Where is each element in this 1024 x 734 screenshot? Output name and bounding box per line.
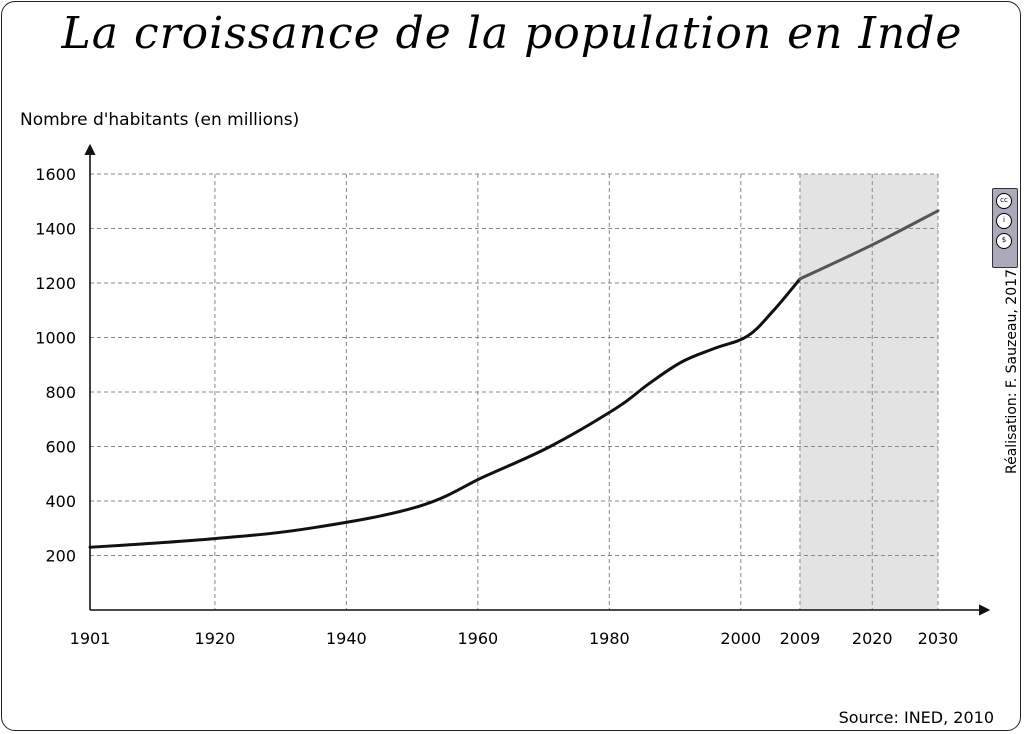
x-tick-label: 1940 [326, 629, 367, 648]
y-tick-label: 1600 [35, 165, 76, 184]
y-tick-label: 1000 [35, 329, 76, 348]
x-tick-label: 1960 [457, 629, 498, 648]
cc-by-nc-icon: cc i $ [992, 188, 1018, 268]
y-tick-label: 400 [45, 492, 76, 511]
chart-title: La croissance de la population en Inde [61, 8, 963, 59]
x-tick-label: 2009 [780, 629, 821, 648]
cc-circle-icon: cc [996, 193, 1012, 209]
x-tick-label: 1920 [195, 629, 236, 648]
x-tick-label: 1980 [589, 629, 630, 648]
population-line-projection [798, 209, 940, 281]
x-tick-label: 2030 [918, 629, 959, 648]
y-axis-label: Nombre d'habitants (en millions) [20, 110, 300, 130]
x-tick-label: 2020 [852, 629, 893, 648]
source-text: Source: INED, 2010 [838, 708, 994, 727]
y-tick-label: 600 [45, 438, 76, 457]
population-line-historical [88, 277, 802, 549]
y-tick-label: 1200 [35, 274, 76, 293]
credit-text: Réalisation: F. Sauzeau, 2017 [1004, 269, 1020, 474]
x-tick-label: 2000 [720, 629, 761, 648]
y-tick-label: 200 [45, 547, 76, 566]
nc-circle-icon: $ [996, 233, 1012, 249]
y-tick-label: 1400 [35, 220, 76, 239]
x-tick-label: 1901 [70, 629, 111, 648]
y-tick-label: 800 [45, 383, 76, 402]
by-circle-icon: i [996, 213, 1012, 229]
